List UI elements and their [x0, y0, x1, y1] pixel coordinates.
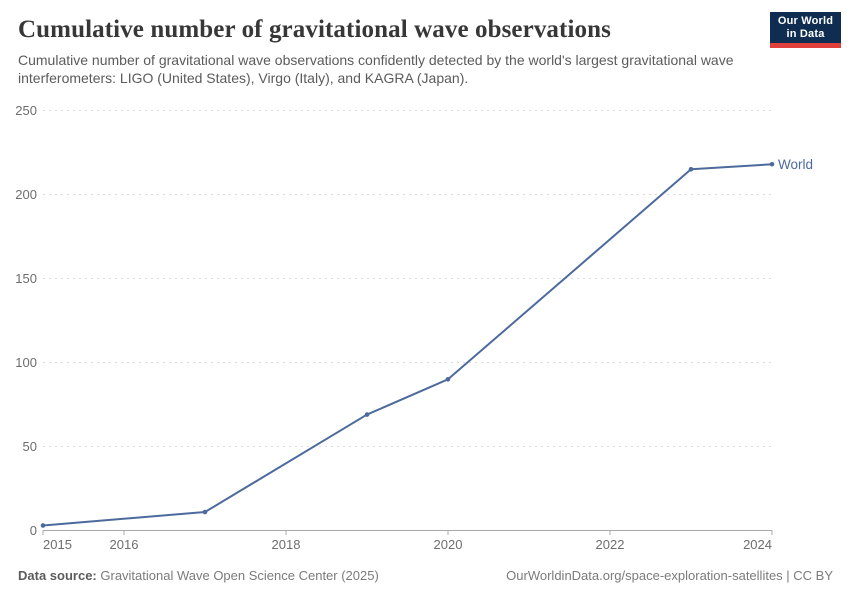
chart-subtitle: Cumulative number of gravitational wave …	[18, 52, 734, 86]
chart-header: Cumulative number of gravitational wave …	[18, 0, 850, 87]
x-axis-tick-label: 2015	[43, 537, 72, 552]
x-axis-tick-label: 2020	[434, 537, 463, 552]
data-point-marker[interactable]	[688, 167, 694, 172]
y-axis-tick-label: 50	[23, 439, 37, 454]
owid-logo-line1: Our World	[777, 14, 834, 27]
y-axis-tick-label: 250	[15, 103, 37, 118]
y-axis-tick-label: 100	[15, 355, 37, 370]
data-point-marker[interactable]	[40, 523, 46, 528]
attribution-link[interactable]: OurWorldinData.org/space-exploration-sat…	[506, 568, 833, 583]
world-series-line[interactable]	[42, 163, 773, 527]
y-axis-tick-label: 150	[15, 271, 37, 286]
y-axis-tick-label: 0	[30, 523, 37, 538]
x-axis-tick-label: 2022	[596, 537, 625, 552]
series-label-world[interactable]: World	[778, 157, 813, 172]
x-axis-tick-label: 2024	[743, 537, 772, 552]
x-axis-tick-label: 2016	[110, 537, 139, 552]
chart-footer: Data source: Gravitational Wave Open Sci…	[18, 568, 833, 584]
data-source-label: Data source:	[18, 568, 97, 583]
page-title: Cumulative number of gravitational wave …	[18, 16, 611, 43]
y-axis-tick-label: 200	[15, 187, 37, 202]
x-axis-tick-label: 2018	[272, 537, 301, 552]
owid-logo[interactable]: Our World in Data	[770, 12, 841, 48]
data-point-marker[interactable]	[769, 161, 775, 167]
data-source-value: Gravitational Wave Open Science Center (…	[100, 568, 379, 583]
data-source: Data source: Gravitational Wave Open Sci…	[18, 568, 379, 584]
owid-logo-line2: in Data	[786, 27, 825, 40]
data-point-marker[interactable]	[445, 377, 451, 382]
data-point-marker[interactable]	[364, 412, 370, 417]
data-point-marker[interactable]	[202, 509, 208, 515]
